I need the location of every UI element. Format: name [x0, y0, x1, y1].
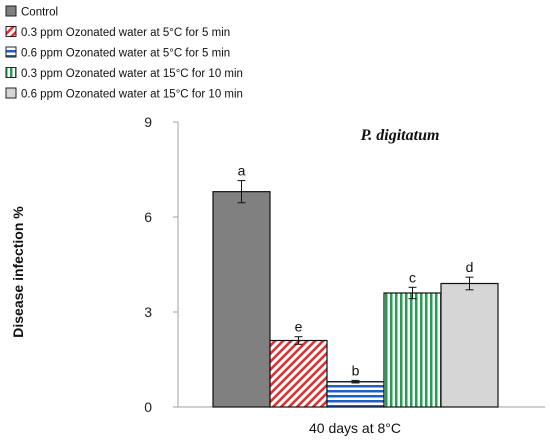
y-tick-label: 9 [144, 114, 152, 130]
legend-item: Control [5, 5, 58, 19]
significance-label: b [352, 362, 360, 378]
legend-swatch [5, 67, 17, 78]
legend-swatch [5, 26, 17, 37]
legend-item: 0.3 ppm Ozonated water at 15°C for 10 mi… [5, 67, 243, 80]
chart-title: P. digitatum [360, 127, 440, 144]
y-axis-title: Disease infection % [10, 206, 26, 338]
bar [440, 282, 499, 408]
legend: Control 0.3 ppm Ozonated water at 5°C for… [5, 5, 243, 101]
bar [326, 381, 385, 408]
error-bar [465, 276, 474, 291]
legend-label: 0.6 ppm Ozonated water at 5°C for 5 min [21, 48, 230, 60]
legend-swatch [5, 5, 17, 17]
legend-item: 0.6 ppm Ozonated water at 15°C for 10 mi… [5, 87, 243, 101]
legend-label: 0.3 ppm Ozonated water at 5°C for 5 min [21, 27, 230, 39]
x-category-label: 40 days at 8°C [309, 420, 401, 436]
significance-label: a [238, 163, 246, 179]
error-bar [351, 379, 360, 384]
legend-swatch [5, 46, 17, 58]
legend-item: 0.3 ppm Ozonated water at 5°C for 5 min [5, 26, 230, 39]
error-bar [237, 180, 246, 204]
bar [269, 339, 328, 408]
error-bar [294, 336, 303, 345]
y-tick-label: 0 [144, 399, 152, 415]
legend-label: 0.6 ppm Ozonated water at 15°C for 10 mi… [21, 89, 243, 101]
y-tick-label: 6 [144, 209, 152, 225]
bar [383, 292, 442, 408]
y-tick-label: 3 [144, 304, 152, 320]
legend-label: Control [21, 7, 58, 19]
bars: a e b c d [212, 163, 499, 408]
bar [212, 191, 271, 408]
significance-label: d [466, 259, 474, 275]
legend-swatch [5, 87, 17, 99]
legend-label: 0.3 ppm Ozonated water at 15°C for 10 mi… [21, 68, 243, 80]
significance-label: e [295, 319, 303, 335]
error-bar [408, 286, 417, 300]
significance-label: c [409, 269, 416, 285]
legend-item: 0.6 ppm Ozonated water at 5°C for 5 min [5, 46, 230, 60]
